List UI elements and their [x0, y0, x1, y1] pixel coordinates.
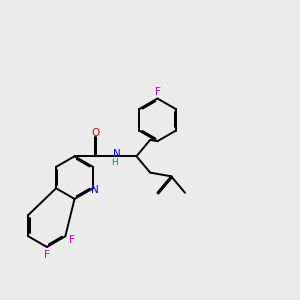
- Text: O: O: [92, 128, 100, 138]
- Text: H: H: [111, 158, 118, 167]
- Text: F: F: [69, 236, 75, 245]
- Text: N: N: [91, 185, 98, 196]
- Text: F: F: [44, 250, 50, 260]
- Text: N: N: [113, 149, 121, 159]
- Text: F: F: [154, 87, 160, 97]
